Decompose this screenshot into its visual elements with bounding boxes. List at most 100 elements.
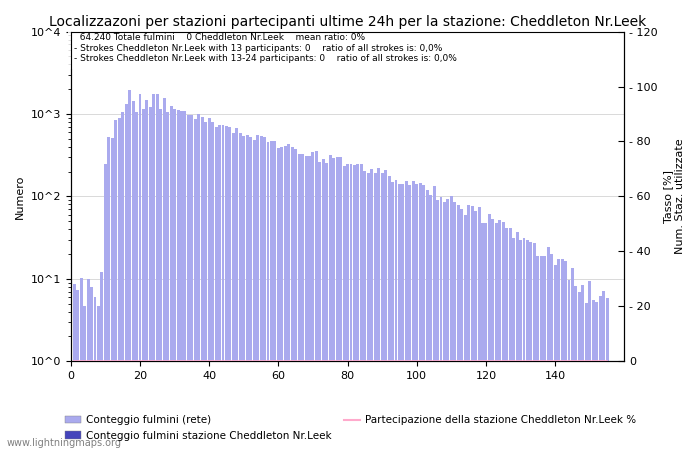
- Bar: [107, 137, 111, 450]
- Bar: [519, 239, 522, 450]
- Bar: [561, 259, 564, 450]
- Bar: [225, 126, 228, 450]
- Bar: [139, 94, 141, 450]
- Bar: [564, 261, 567, 450]
- Bar: [190, 116, 193, 450]
- Bar: [76, 290, 79, 450]
- Bar: [405, 181, 408, 450]
- Bar: [454, 202, 456, 450]
- Bar: [162, 98, 166, 450]
- Bar: [166, 112, 169, 450]
- Bar: [349, 164, 353, 450]
- Bar: [173, 109, 176, 450]
- Bar: [470, 207, 474, 450]
- Bar: [204, 122, 207, 450]
- Bar: [187, 115, 190, 450]
- Bar: [595, 302, 598, 450]
- Bar: [90, 288, 93, 450]
- Text: 64.240 Totale fulmini    0 Cheddleton Nr.Leek    mean ratio: 0%
- Strokes Cheddl: 64.240 Totale fulmini 0 Cheddleton Nr.Le…: [74, 33, 456, 63]
- Bar: [308, 156, 311, 450]
- Bar: [429, 195, 432, 450]
- Bar: [329, 155, 332, 450]
- Bar: [132, 101, 134, 450]
- Bar: [377, 168, 380, 450]
- Bar: [526, 240, 529, 450]
- Bar: [602, 291, 605, 450]
- Bar: [118, 118, 120, 450]
- Bar: [467, 205, 470, 450]
- Bar: [318, 162, 321, 450]
- Bar: [294, 149, 297, 450]
- Bar: [97, 306, 100, 450]
- Bar: [450, 196, 453, 450]
- Bar: [249, 137, 252, 450]
- Bar: [516, 232, 519, 450]
- Y-axis label: Numero: Numero: [15, 174, 25, 219]
- Bar: [100, 272, 104, 450]
- Bar: [433, 186, 435, 450]
- Bar: [408, 185, 412, 450]
- Bar: [588, 281, 592, 450]
- Y-axis label: Tasso [%]
Num. Staz. utilizzate: Tasso [%] Num. Staz. utilizzate: [664, 139, 685, 254]
- Bar: [80, 278, 83, 450]
- Bar: [274, 140, 276, 450]
- Bar: [367, 173, 370, 450]
- Bar: [208, 117, 211, 450]
- Bar: [281, 147, 284, 450]
- Bar: [160, 109, 162, 450]
- Bar: [415, 184, 418, 450]
- Bar: [201, 117, 204, 450]
- Bar: [180, 111, 183, 450]
- Bar: [523, 238, 526, 450]
- Bar: [606, 298, 608, 450]
- Bar: [156, 94, 159, 450]
- Bar: [568, 280, 570, 450]
- Bar: [512, 238, 515, 450]
- Bar: [550, 254, 553, 450]
- Bar: [554, 265, 556, 450]
- Bar: [340, 157, 342, 450]
- Bar: [322, 159, 325, 450]
- Bar: [135, 112, 138, 450]
- Bar: [290, 147, 294, 450]
- Bar: [440, 197, 442, 450]
- Bar: [267, 142, 270, 450]
- Bar: [176, 110, 179, 450]
- Bar: [111, 138, 114, 450]
- Bar: [149, 107, 152, 450]
- Bar: [121, 112, 124, 450]
- Bar: [353, 165, 356, 450]
- Bar: [277, 148, 280, 450]
- Bar: [540, 256, 542, 450]
- Bar: [232, 133, 235, 450]
- Bar: [221, 126, 225, 450]
- Bar: [502, 222, 505, 450]
- Bar: [488, 214, 491, 450]
- Bar: [391, 181, 394, 450]
- Bar: [557, 259, 560, 450]
- Bar: [73, 284, 76, 450]
- Bar: [287, 144, 290, 450]
- Bar: [239, 133, 241, 450]
- Bar: [571, 268, 574, 450]
- Bar: [253, 140, 256, 450]
- Bar: [169, 106, 173, 450]
- Bar: [484, 224, 487, 450]
- Text: www.lightningmaps.org: www.lightningmaps.org: [7, 437, 122, 447]
- Bar: [422, 184, 425, 450]
- Bar: [114, 120, 117, 450]
- Bar: [197, 113, 200, 450]
- Bar: [481, 223, 484, 450]
- Bar: [142, 109, 145, 450]
- Bar: [543, 256, 546, 450]
- Bar: [270, 141, 273, 450]
- Bar: [256, 135, 259, 450]
- Bar: [218, 125, 221, 450]
- Bar: [312, 152, 314, 450]
- Bar: [388, 176, 391, 450]
- Bar: [443, 202, 446, 450]
- Bar: [228, 127, 232, 450]
- Bar: [461, 208, 463, 450]
- Bar: [104, 164, 107, 450]
- Bar: [474, 211, 477, 450]
